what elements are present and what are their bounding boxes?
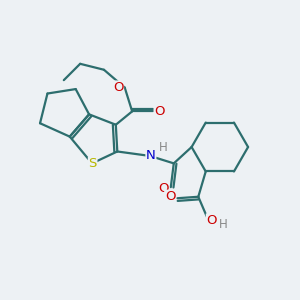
Text: O: O	[154, 105, 165, 118]
Text: H: H	[219, 218, 228, 231]
Text: N: N	[146, 149, 156, 162]
Text: S: S	[88, 158, 97, 170]
Text: O: O	[113, 81, 123, 94]
Text: H: H	[159, 141, 168, 154]
Text: O: O	[165, 190, 175, 203]
Text: O: O	[206, 214, 217, 227]
Text: O: O	[158, 182, 169, 195]
